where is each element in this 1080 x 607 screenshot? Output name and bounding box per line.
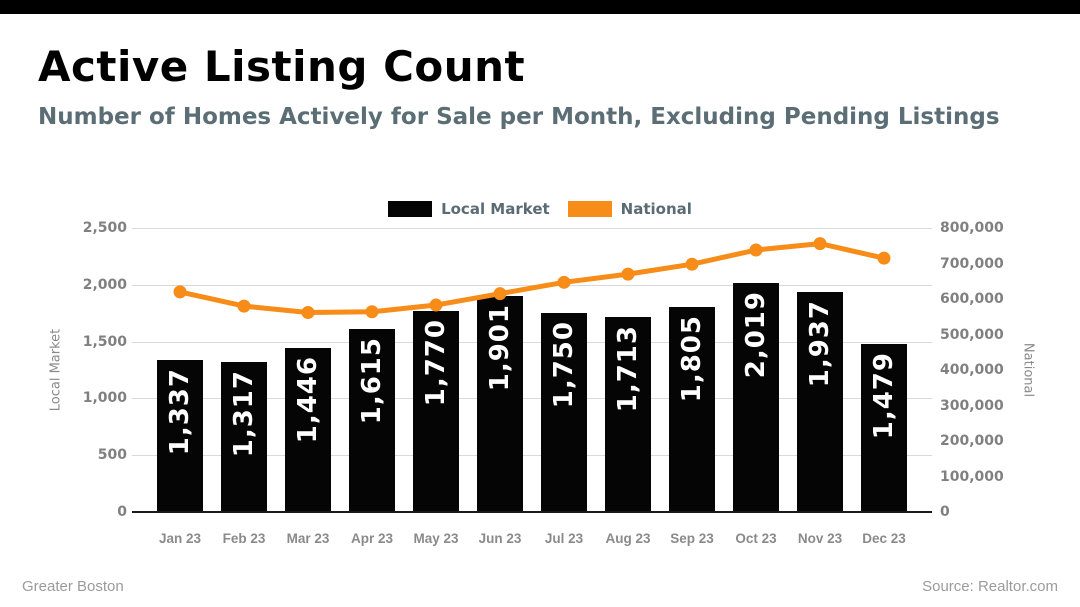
gridline xyxy=(132,284,932,286)
bar-value-label: 1,479 xyxy=(869,351,899,440)
legend-label-local-market: Local Market xyxy=(441,200,550,218)
bar-oct-23: 2,019 xyxy=(733,282,779,512)
line-point xyxy=(877,251,891,265)
line-point xyxy=(301,305,315,319)
gridline xyxy=(132,228,932,229)
page-title: Active Listing Count xyxy=(38,42,526,91)
x-axis-label-feb-23: Feb 23 xyxy=(222,531,266,546)
left-axis-tick: 2,000 xyxy=(82,276,127,293)
x-axis-label-oct-23: Oct 23 xyxy=(735,531,777,546)
bar-jul-23: 1,750 xyxy=(541,313,587,512)
bar-jan-23: 1,337 xyxy=(157,360,203,512)
line-point xyxy=(237,299,251,313)
legend-item-local-market: Local Market xyxy=(388,200,550,218)
bar-apr-23: 1,615 xyxy=(349,328,395,512)
legend-label-national: National xyxy=(620,200,692,218)
right-axis-tick: 700,000 xyxy=(940,255,1004,272)
bar-nov-23: 1,937 xyxy=(797,291,843,512)
line-point xyxy=(685,257,699,271)
bar-value-label: 1,713 xyxy=(613,325,643,413)
right-axis-tick: 400,000 xyxy=(940,362,1004,378)
right-axis-tick: 0 xyxy=(940,504,950,520)
footer-source-label: Source: Realtor.com xyxy=(922,578,1058,595)
top-accent-bar xyxy=(0,0,1080,14)
left-axis-tick: 1,000 xyxy=(82,390,127,407)
bar-value-label: 1,901 xyxy=(485,304,515,392)
line-point xyxy=(749,243,763,257)
left-axis-tick: 2,500 xyxy=(82,220,127,236)
bar-dec-23: 1,479 xyxy=(861,343,907,512)
line-point xyxy=(173,285,187,299)
bar-value-label: 1,337 xyxy=(165,368,195,456)
gridline xyxy=(132,341,932,343)
x-axis-label-dec-23: Dec 23 xyxy=(862,531,906,546)
x-axis-label-jan-23: Jan 23 xyxy=(158,531,202,546)
x-axis-label-aug-23: Aug 23 xyxy=(605,531,651,546)
footer-market-label: Greater Boston xyxy=(22,578,124,595)
line-point xyxy=(557,275,571,289)
left-axis-tick: 500 xyxy=(97,447,127,464)
bar-may-23: 1,770 xyxy=(413,310,459,512)
bar-value-label: 1,750 xyxy=(549,321,579,409)
left-axis-tick: 0 xyxy=(117,504,127,520)
bar-value-label: 1,805 xyxy=(677,314,707,403)
x-axis-line xyxy=(132,511,932,513)
bar-mar-23: 1,446 xyxy=(285,347,331,512)
legend-swatch-national xyxy=(567,201,612,217)
x-axis-label-sep-23: Sep 23 xyxy=(670,531,714,546)
x-axis-label-apr-23: Apr 23 xyxy=(350,531,394,546)
chart-legend: Local Market National xyxy=(0,200,1080,218)
page-subtitle: Number of Homes Actively for Sale per Mo… xyxy=(38,104,1000,130)
bar-jun-23: 1,901 xyxy=(477,296,523,512)
gridline xyxy=(132,398,932,400)
left-axis-title: Local Market xyxy=(48,328,64,412)
legend-swatch-local-market xyxy=(388,201,433,217)
right-axis-tick: 100,000 xyxy=(940,468,1004,485)
right-axis-tick: 200,000 xyxy=(940,433,1004,449)
right-axis-tick: 500,000 xyxy=(940,326,1004,343)
legend-item-national: National xyxy=(567,200,692,218)
line-point xyxy=(429,298,443,312)
gridline xyxy=(132,455,932,457)
bar-value-label: 1,615 xyxy=(357,336,387,424)
line-point xyxy=(365,305,379,319)
x-axis-label-jul-23: Jul 23 xyxy=(544,531,584,546)
right-axis-tick: 300,000 xyxy=(940,397,1004,414)
right-axis-tick: 800,000 xyxy=(940,220,1004,236)
bar-feb-23: 1,317 xyxy=(221,362,267,512)
left-axis-tick: 1,500 xyxy=(82,333,127,350)
bar-value-label: 1,317 xyxy=(229,370,259,458)
line-point xyxy=(813,237,827,251)
bar-value-label: 1,446 xyxy=(293,355,323,443)
bar-aug-23: 1,713 xyxy=(605,317,651,512)
bar-sep-23: 1,805 xyxy=(669,306,715,512)
x-axis-label-jun-23: Jun 23 xyxy=(478,531,522,546)
x-axis-label-nov-23: Nov 23 xyxy=(797,531,843,546)
bar-value-label: 1,937 xyxy=(805,299,835,388)
x-axis-label-mar-23: Mar 23 xyxy=(286,531,330,546)
right-axis-title: National xyxy=(1020,342,1036,398)
line-point xyxy=(621,267,635,281)
right-axis-tick: 600,000 xyxy=(940,291,1004,307)
x-axis-label-may-23: May 23 xyxy=(413,531,459,546)
bar-value-label: 1,770 xyxy=(421,318,451,407)
bar-value-label: 2,019 xyxy=(741,290,771,378)
